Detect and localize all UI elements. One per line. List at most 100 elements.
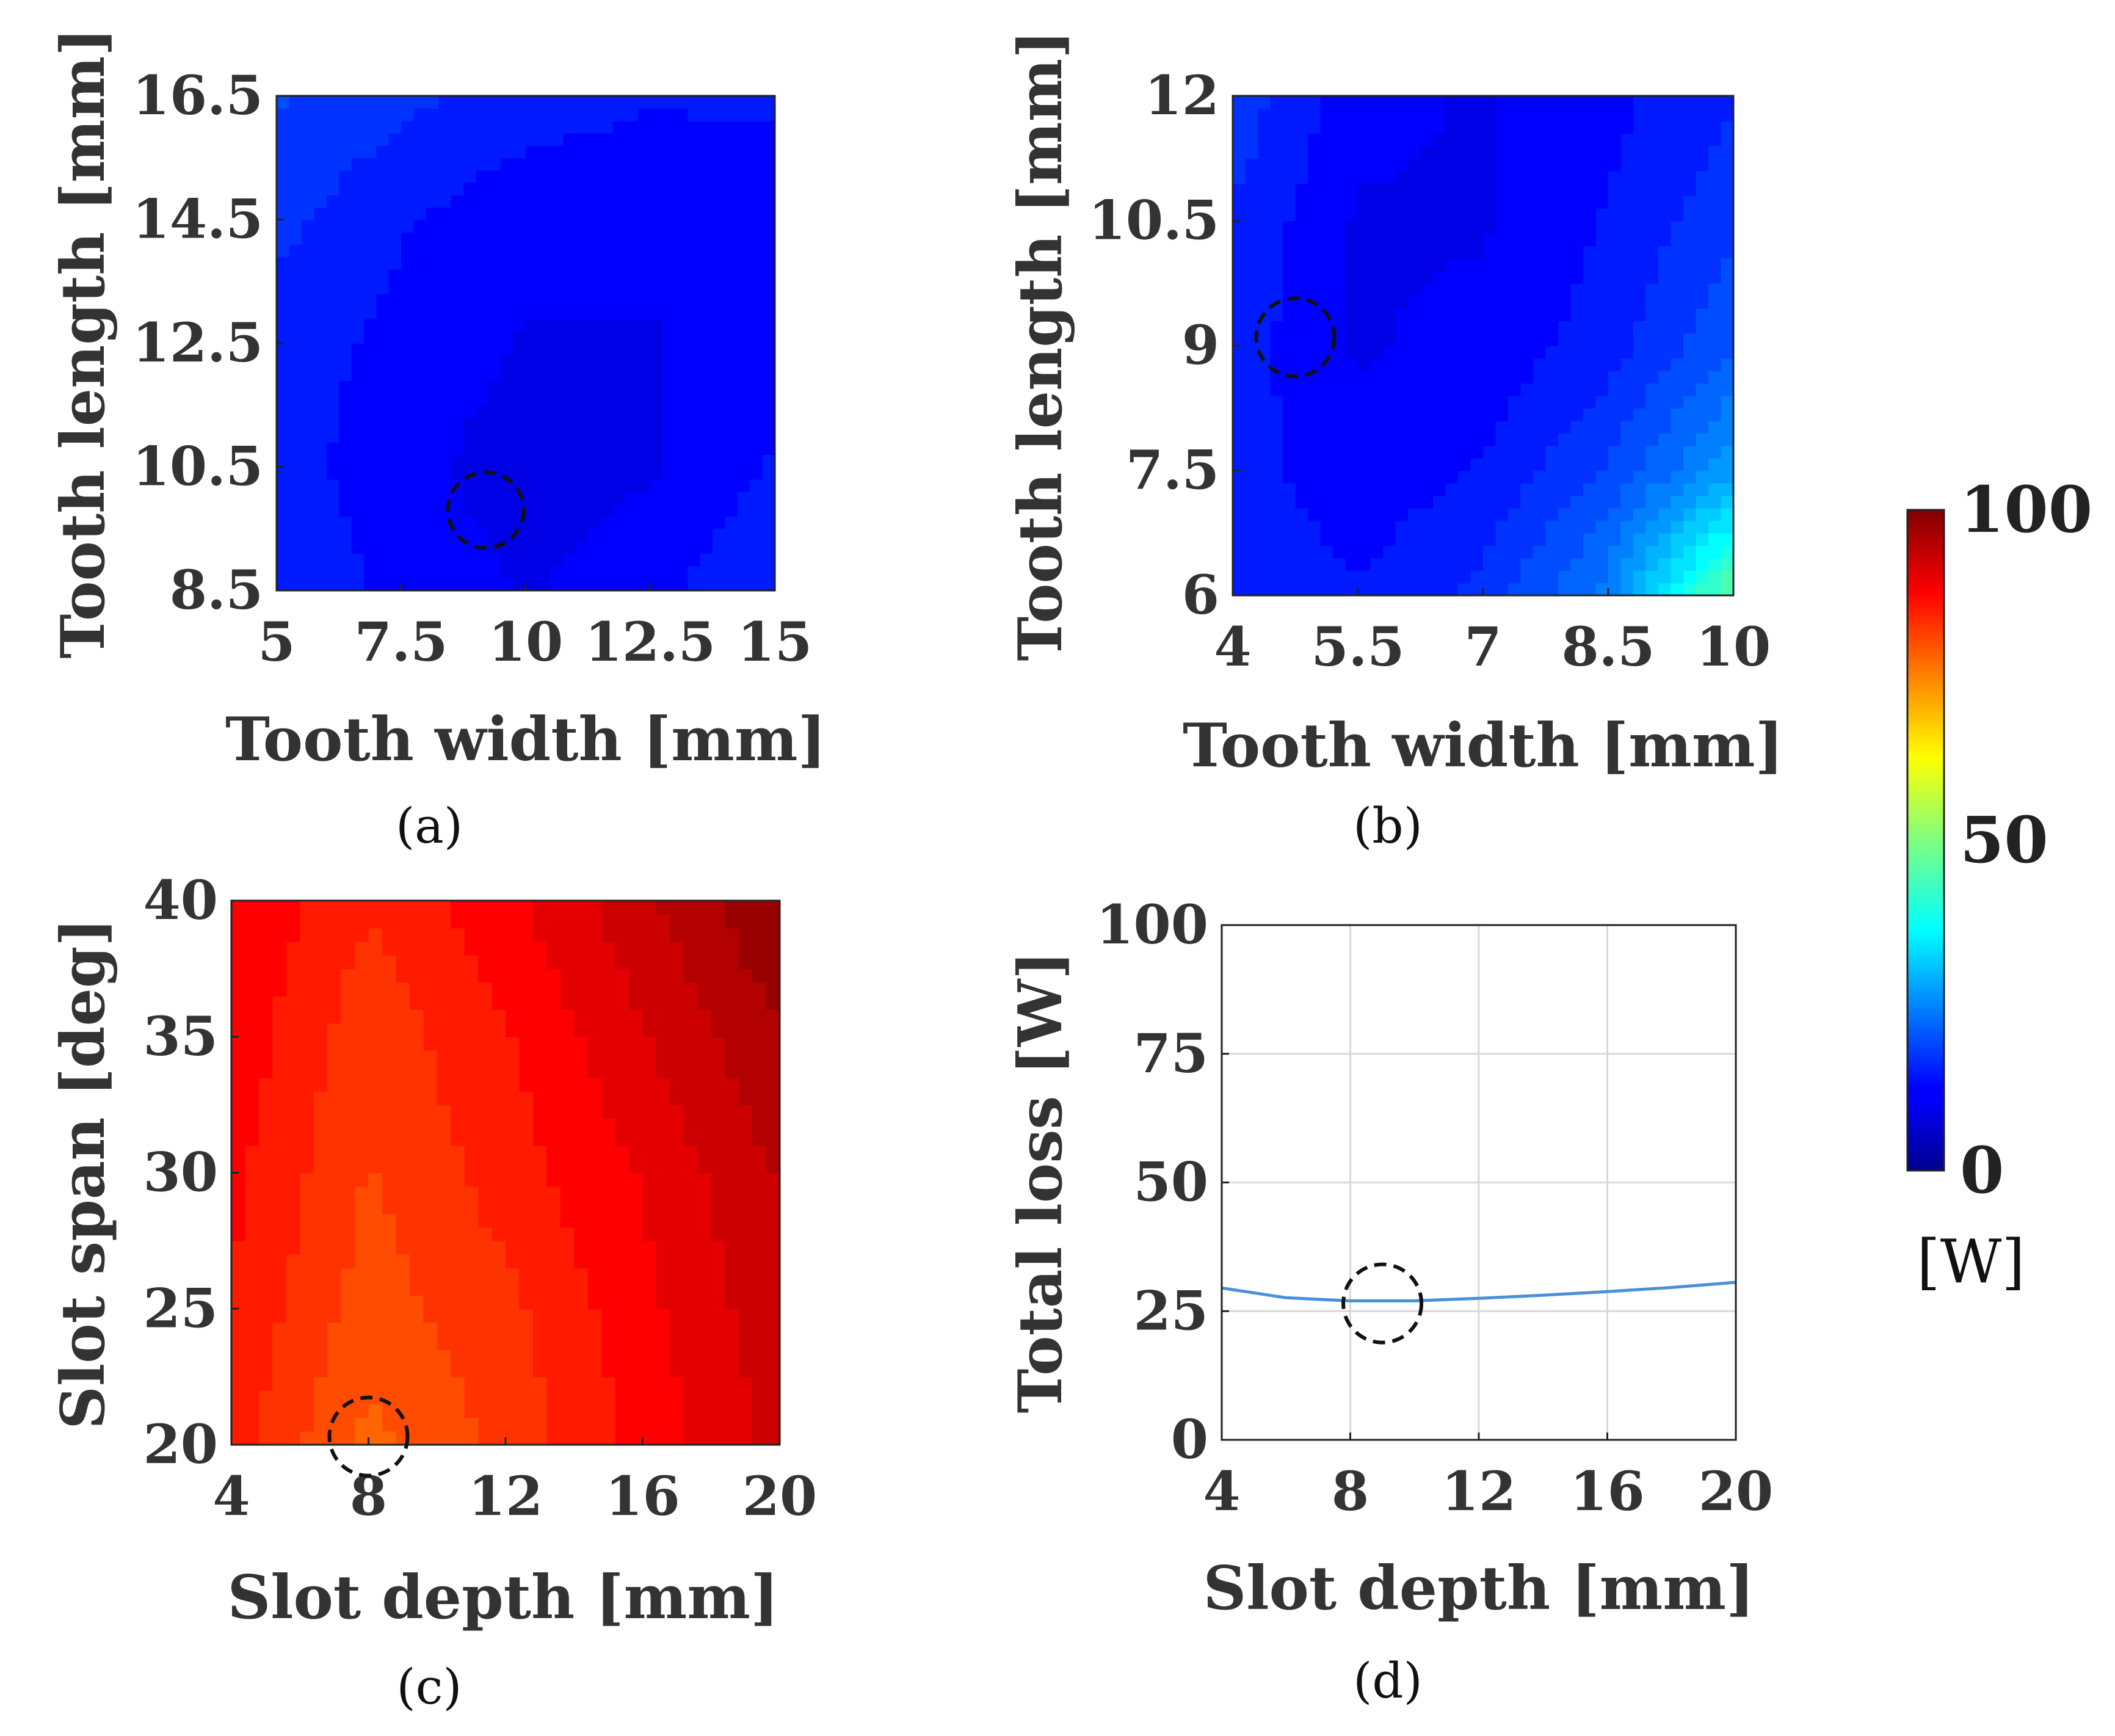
heatmap-cell — [1358, 208, 1371, 222]
heatmap-cell — [550, 207, 564, 220]
heatmap-cell — [258, 982, 274, 997]
heatmap-cell — [563, 467, 576, 480]
heatmap-cell — [637, 516, 651, 529]
heatmap-cell — [488, 516, 501, 529]
heatmap-cell — [1583, 545, 1597, 559]
heatmap-cell — [1283, 220, 1296, 234]
heatmap-cell — [1258, 271, 1271, 284]
heatmap-cell — [488, 281, 501, 294]
heatmap-cell — [550, 429, 564, 443]
heatmap-cell — [492, 1213, 506, 1228]
heatmap-cell — [1333, 470, 1346, 484]
heatmap-cell — [451, 343, 464, 357]
heatmap-cell — [1433, 158, 1446, 172]
heatmap-cell — [750, 479, 763, 492]
heatmap-cell — [519, 1417, 534, 1432]
heatmap-cell — [1395, 358, 1409, 371]
heatmap-cell — [1520, 170, 1534, 184]
heatmap-cell — [423, 1431, 438, 1445]
heatmap-cell — [368, 1036, 383, 1051]
heatmap-cell — [670, 1036, 684, 1051]
heatmap-cell — [401, 269, 415, 282]
heatmap-cell — [1533, 321, 1547, 334]
heatmap-cell — [245, 1390, 259, 1404]
heatmap-cell — [1558, 145, 1572, 159]
heatmap-cell — [463, 158, 477, 171]
heatmap-cell — [1333, 195, 1346, 209]
heatmap-cell — [272, 1172, 287, 1187]
heatmap-cell — [612, 318, 626, 332]
heatmap-cell — [327, 1349, 342, 1364]
heatmap-cell — [1508, 195, 1522, 209]
heatmap-cell — [1696, 133, 1709, 147]
heatmap-cell — [301, 96, 314, 109]
heatmap-cell — [513, 170, 526, 183]
heatmap-cell — [637, 170, 651, 183]
heatmap-cell — [313, 1335, 328, 1350]
heatmap-cell — [258, 1131, 274, 1146]
heatmap-cell — [1320, 520, 1333, 534]
heatmap-cell — [612, 492, 626, 505]
heatmap-cell — [601, 1077, 616, 1092]
heatmap-cell — [277, 355, 290, 369]
heatmap-cell — [409, 1050, 424, 1065]
heatmap-cell — [1721, 557, 1734, 571]
heatmap-cell — [1558, 170, 1572, 184]
heatmap-cell — [538, 120, 551, 134]
heatmap-cell — [587, 1145, 602, 1160]
heatmap-cell — [1570, 208, 1584, 222]
heatmap-cell — [368, 1268, 383, 1282]
heatmap-cell — [1233, 120, 1246, 134]
heatmap-cell — [1395, 283, 1409, 296]
x-tick-label: 16 — [1570, 1459, 1644, 1523]
heatmap-cell — [341, 1172, 355, 1187]
heatmap-cell — [1320, 271, 1333, 284]
heatmap-cell — [1545, 308, 1559, 321]
heatmap-cell — [314, 343, 327, 357]
heatmap-cell — [560, 995, 575, 1010]
heatmap-cell — [301, 479, 314, 492]
heatmap-cell — [737, 553, 750, 567]
heatmap-cell — [600, 231, 614, 245]
heatmap-cell — [1308, 557, 1321, 571]
heatmap-cell — [1370, 170, 1384, 184]
heatmap-cell — [300, 955, 314, 970]
heatmap-cell — [300, 1213, 314, 1228]
heatmap-cell — [231, 1376, 246, 1391]
heatmap-cell — [1270, 120, 1283, 134]
heatmap-cell — [629, 1118, 644, 1133]
heatmap-cell — [750, 133, 763, 146]
heatmap-cell — [588, 355, 601, 369]
heatmap-cell — [637, 195, 651, 208]
heatmap-cell — [488, 306, 501, 319]
heatmap-cell — [376, 195, 390, 208]
y-tick-label: 0 — [1171, 1407, 1208, 1471]
heatmap-cell — [327, 1159, 342, 1174]
heatmap-cell — [1533, 133, 1547, 147]
heatmap-cell — [526, 343, 539, 357]
heatmap-cell — [574, 1105, 589, 1119]
heatmap-cell — [1358, 220, 1371, 234]
heatmap-cell — [675, 516, 688, 529]
heatmap-cell — [409, 1431, 424, 1445]
heatmap-cell — [1620, 383, 1634, 396]
heatmap-cell — [1333, 208, 1346, 222]
x-tick-label: 5.5 — [1311, 615, 1404, 678]
heatmap-cell — [513, 429, 526, 443]
heatmap-cell — [600, 170, 614, 183]
heatmap-cell — [662, 306, 676, 319]
heatmap-cell — [1283, 532, 1296, 546]
heatmap-cell — [501, 96, 514, 109]
heatmap-cell — [1620, 233, 1634, 247]
heatmap-cell — [1370, 570, 1384, 584]
heatmap-cell — [737, 479, 750, 492]
heatmap-cell — [313, 941, 328, 956]
heatmap-cell — [612, 343, 626, 357]
heatmap-cell — [600, 393, 614, 406]
heatmap-cell — [463, 96, 477, 109]
heatmap-cell — [1295, 195, 1308, 209]
heatmap-cell — [501, 269, 514, 282]
heatmap-cell — [766, 1363, 780, 1378]
heatmap-cell — [1283, 346, 1296, 359]
